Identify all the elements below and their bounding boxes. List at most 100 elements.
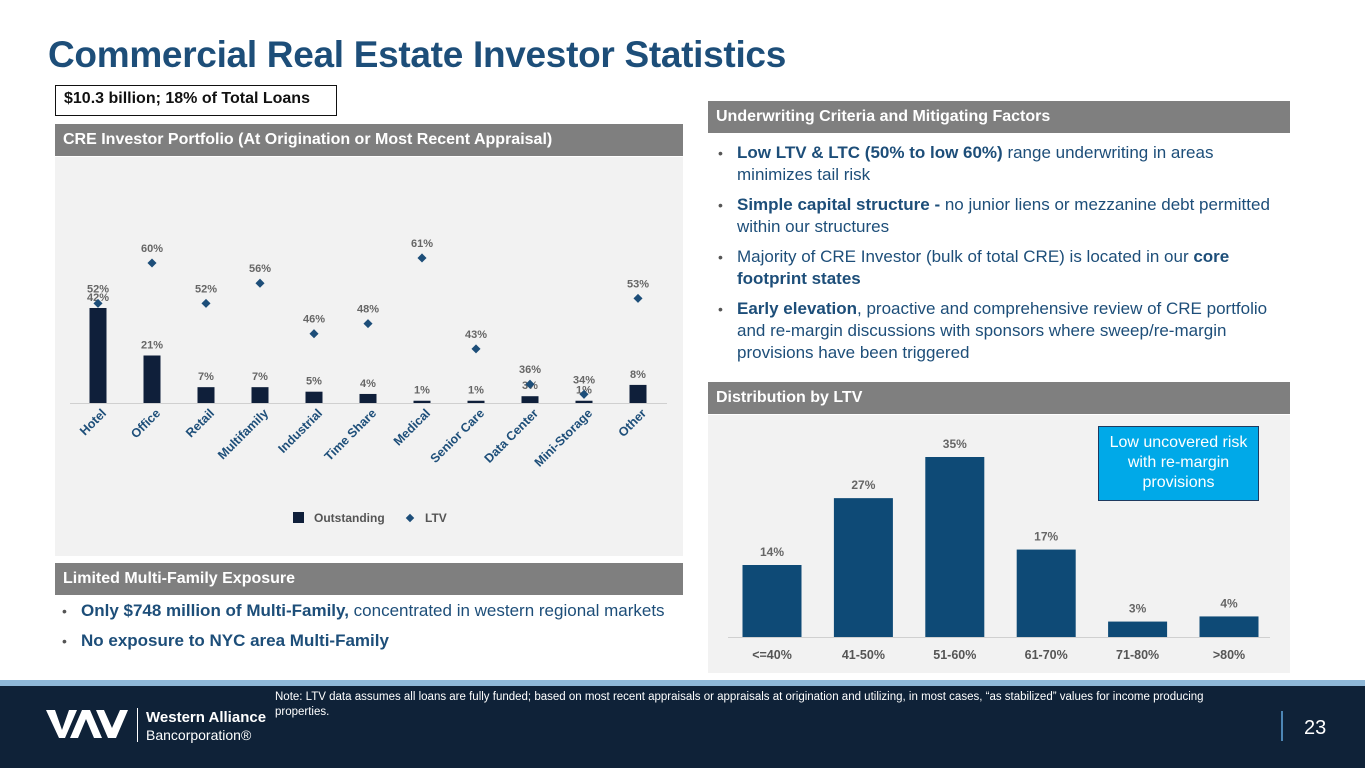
- legend-outstanding-label: Outstanding: [314, 511, 385, 525]
- ltv-marker: [417, 253, 427, 263]
- ltv-distribution-bar: [1016, 549, 1076, 637]
- outstanding-data-label: 8%: [630, 369, 646, 381]
- brand-subtitle: Bancorporation®: [146, 727, 252, 743]
- category-tick-label: Medical: [391, 406, 433, 448]
- outstanding-bar: [575, 400, 593, 403]
- western-alliance-logo-icon: [46, 710, 128, 738]
- underwriting-bullet-2: • Simple capital structure - no junior l…: [711, 194, 1271, 238]
- underwriting-bullet-4: • Early elevation, proactive and compreh…: [711, 298, 1271, 364]
- underwriting-bullets: • Low LTV & LTC (50% to low 60%) range u…: [711, 142, 1271, 364]
- ltv-data-label: 52%: [87, 283, 109, 295]
- distribution-chart: 14% <=40% 27% 41-50% 35% 51-60% 17% 61-70% 3% 71-…: [728, 437, 1270, 662]
- outstanding-data-label: 4%: [360, 378, 376, 390]
- outstanding-bar: [89, 308, 107, 403]
- outstanding-data-label: 7%: [198, 371, 214, 383]
- ltv-marker: [471, 344, 481, 354]
- underwriting-bullet-1-bold: Low LTV & LTC (50% to low 60%): [737, 143, 1003, 162]
- category-tick-label: Multifamily: [215, 406, 271, 462]
- legend-ltv-label: LTV: [425, 511, 447, 525]
- outstanding-bar: [143, 355, 161, 403]
- bullet-marker: •: [62, 633, 67, 649]
- ltv-distribution-data-label: 17%: [1034, 530, 1058, 544]
- ltv-data-label: 53%: [627, 278, 649, 290]
- bullet-marker: •: [62, 603, 67, 619]
- ltv-marker: [363, 319, 373, 329]
- footer-stripe: [0, 680, 1365, 686]
- category-tick-label: Industrial: [275, 406, 325, 456]
- ltv-distribution-bar: [925, 457, 985, 637]
- underwriting-bullet-4-text: , proactive and comprehensive review of …: [737, 299, 1268, 362]
- portfolio-chart-panel: 42% 52% Hotel 21% 60% Office 7% 52% Retail 7% 56% M…: [55, 157, 683, 556]
- ltv-data-label: 34%: [573, 374, 595, 386]
- portfolio-section-header: CRE Investor Portfolio (At Origination o…: [55, 124, 683, 156]
- underwriting-bullet-1-text: range underwriting in areas minimizes ta…: [737, 143, 1214, 184]
- ltv-distribution-data-label: 3%: [1129, 602, 1147, 616]
- multifamily-bullet-2-bold: No exposure to NYC area Multi-Family: [81, 631, 389, 650]
- underwriting-bullet-2-bold: Simple capital structure -: [737, 195, 941, 214]
- ltv-marker: [147, 258, 157, 268]
- outstanding-data-label: 1%: [414, 385, 430, 397]
- ltv-marker: [309, 329, 319, 339]
- underwriting-bullet-3-bold: core footprint states: [737, 247, 1230, 288]
- category-tick-label: Hotel: [77, 406, 109, 438]
- bullet-marker: •: [718, 145, 723, 161]
- outstanding-data-label: 1%: [468, 385, 484, 397]
- ltv-data-label: 48%: [357, 304, 379, 316]
- category-tick-label: Other: [616, 406, 650, 440]
- footer-note: Note: LTV data assumes all loans are ful…: [275, 691, 1204, 718]
- ltv-marker: [633, 293, 643, 303]
- category-tick-label: Office: [128, 406, 163, 441]
- multifamily-section-header: Limited Multi-Family Exposure: [55, 563, 683, 595]
- ltv-data-label: 36%: [519, 364, 541, 376]
- category-tick-label: Mini-Storage: [532, 406, 595, 469]
- page-title: Commercial Real Estate Investor Statisti…: [48, 34, 786, 75]
- category-tick-label: Senior Care: [428, 406, 488, 466]
- legend-ltv-marker: [405, 513, 415, 523]
- ltv-bucket-tick-label: <=40%: [752, 648, 792, 662]
- underwriting-bullet-3: • Majority of CRE Investor (bulk of tota…: [711, 246, 1271, 290]
- ltv-data-label: 43%: [465, 329, 487, 341]
- ltv-data-label: 60%: [141, 243, 163, 255]
- ltv-marker: [201, 298, 211, 308]
- category-tick-label: Time Share: [322, 406, 379, 463]
- outstanding-bar: [251, 387, 269, 403]
- outstanding-data-label: 21%: [141, 340, 163, 352]
- ltv-data-label: 52%: [195, 283, 217, 295]
- underwriting-bullet-4-bold: Early elevation: [737, 299, 858, 318]
- ltv-distribution-data-label: 4%: [1220, 596, 1238, 610]
- footer: Note: LTV data assumes all loans are ful…: [0, 686, 1365, 768]
- total-loans-box: $10.3 billion; 18% of Total Loans: [55, 85, 337, 116]
- multifamily-bullet-1-text: concentrated in western regional markets: [348, 601, 665, 620]
- ltv-distribution-bar: [742, 565, 802, 637]
- page-number: 23: [1304, 717, 1327, 739]
- outstanding-bar: [197, 387, 215, 403]
- outstanding-bar: [629, 384, 647, 403]
- bullet-marker: •: [718, 197, 723, 213]
- risk-callout: Low uncovered risk with re-margin provis…: [1098, 426, 1259, 501]
- multifamily-bullet-1-bold: Only $748 million of Multi-Family,: [81, 601, 349, 620]
- ltv-data-label: 56%: [249, 263, 271, 275]
- legend-outstanding-swatch: [293, 512, 304, 523]
- multifamily-bullets: • Only $748 million of Multi-Family, con…: [55, 600, 675, 652]
- multifamily-bullet-1: • Only $748 million of Multi-Family, con…: [55, 600, 675, 622]
- ltv-distribution-bar: [833, 498, 893, 637]
- category-tick-label: Data Center: [482, 406, 542, 466]
- ltv-marker: [255, 278, 265, 288]
- underwriting-bullet-1: • Low LTV & LTC (50% to low 60%) range u…: [711, 142, 1271, 186]
- category-tick-label: Retail: [183, 406, 217, 440]
- underwriting-bullet-3-pre: Majority of CRE Investor (bulk of total …: [737, 247, 1194, 266]
- ltv-bucket-tick-label: 41-50%: [842, 648, 885, 662]
- logo-divider: [137, 708, 138, 742]
- brand-name: Western Alliance: [146, 709, 267, 726]
- outstanding-bar: [359, 393, 377, 403]
- ltv-bucket-tick-label: 71-80%: [1116, 648, 1159, 662]
- distribution-section-header: Distribution by LTV: [708, 382, 1290, 414]
- multifamily-bullet-2: • No exposure to NYC area Multi-Family: [55, 630, 675, 652]
- outstanding-bar: [305, 391, 323, 403]
- outstanding-data-label: 7%: [252, 371, 268, 383]
- ltv-distribution-data-label: 27%: [851, 478, 875, 492]
- bullet-marker: •: [718, 249, 723, 265]
- outstanding-data-label: 5%: [306, 376, 322, 388]
- ltv-distribution-data-label: 35%: [943, 437, 967, 451]
- bullet-marker: •: [718, 301, 723, 317]
